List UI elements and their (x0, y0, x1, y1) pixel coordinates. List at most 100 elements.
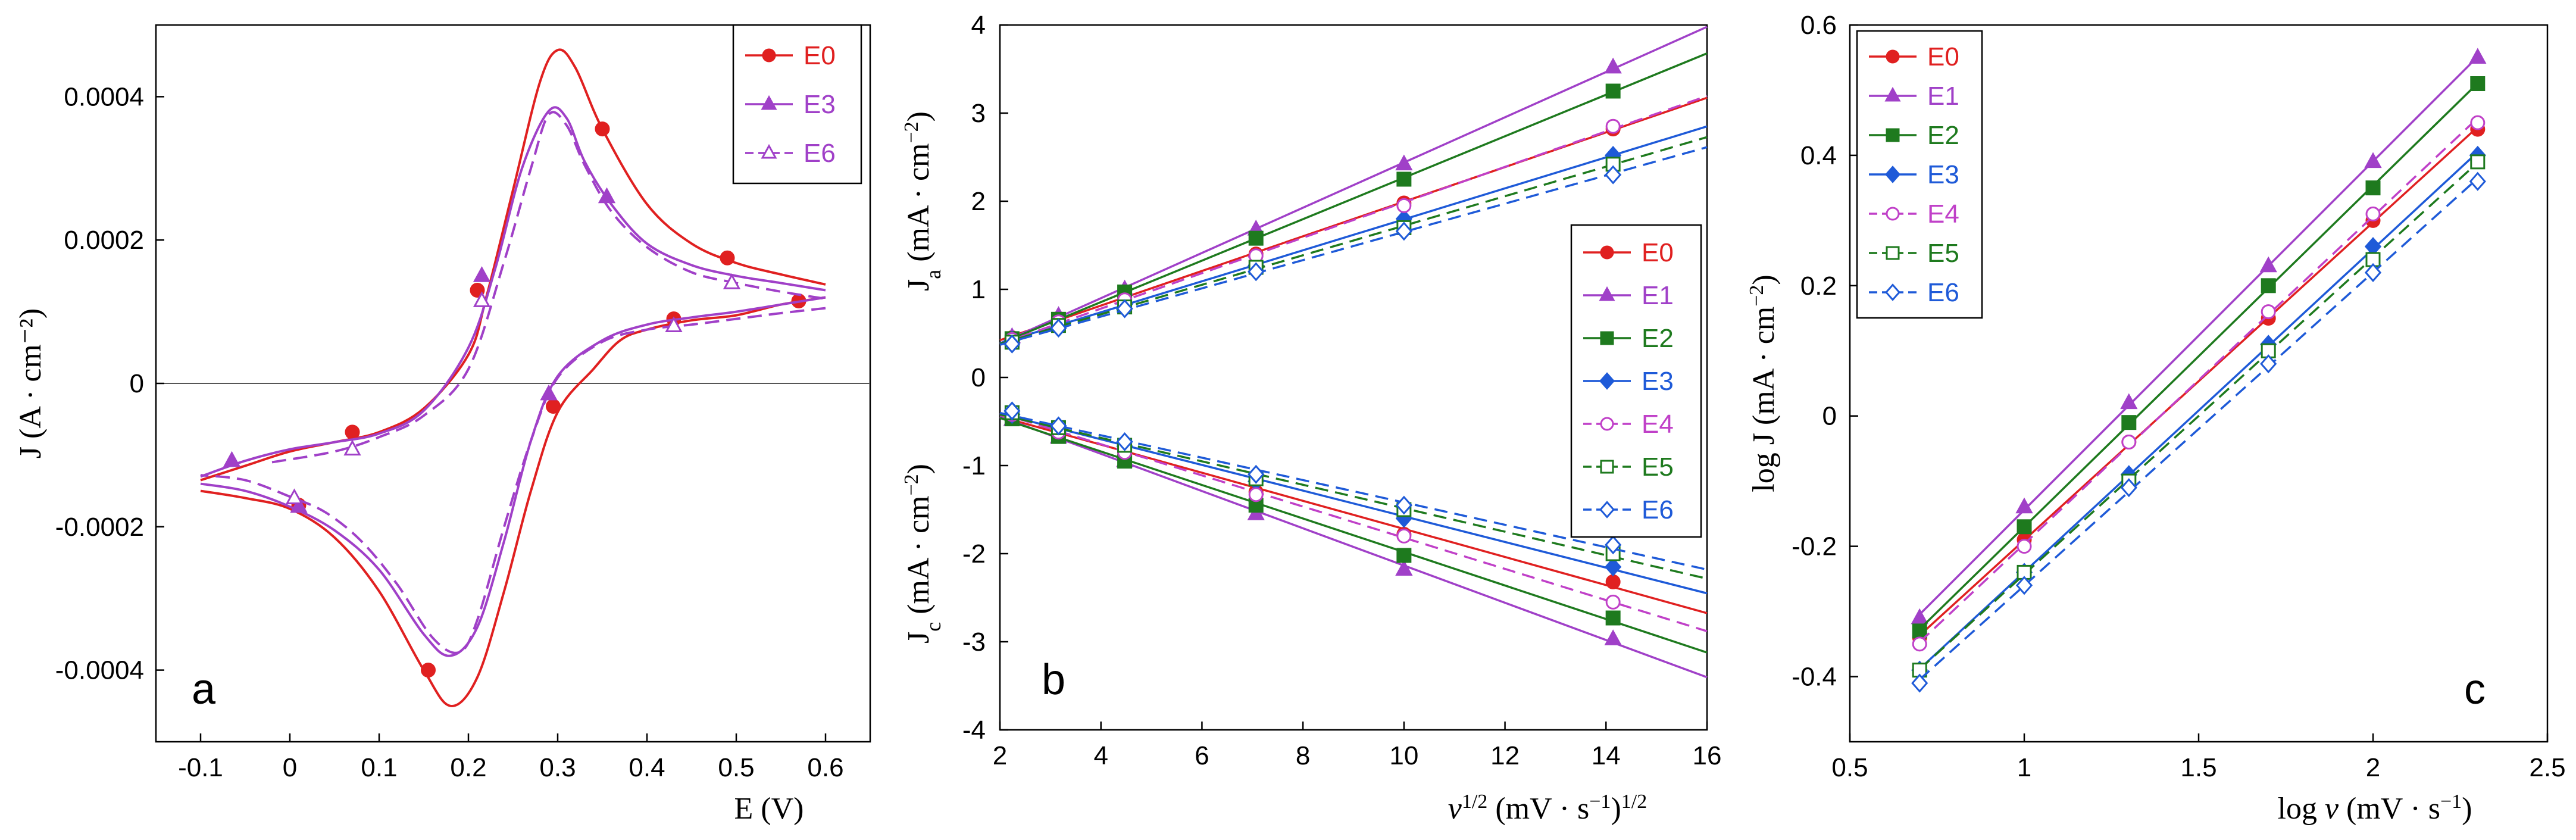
data-point-E6 (2364, 263, 2382, 282)
panel-c-plot: 0.5 1 1.5 2 2.5 -0.4 -0.2 0 0.2 0.4 0.6 log v (mV ·… (1746, 11, 2566, 826)
fit-line-E1 (1918, 56, 2479, 616)
y-tick-label: 0 (971, 363, 986, 392)
curve-reverse-E6 (200, 307, 826, 654)
legend: E0 E3 E6 (732, 24, 862, 185)
x-tick-label: 12 (1490, 741, 1520, 770)
y-tick-label: 1 (971, 275, 986, 304)
x-tick-label: 0.2 (450, 753, 486, 782)
legend-label-E3: E3 (1642, 367, 1674, 396)
y-axis-label-cathodic-mid: (mA · cm (902, 495, 936, 622)
curve-forward-E0 (200, 48, 826, 482)
y-tick-label: -0.4 (1792, 663, 1837, 692)
series-E1 (1911, 48, 2487, 624)
data-point-cathodic-E3 (1605, 557, 1622, 577)
data-point-anodic-E6 (1605, 165, 1622, 185)
panel-letter: b (1042, 656, 1065, 704)
data-point-cathodic-E6 (1395, 495, 1412, 515)
panel-c-log-current-vs-log-scan-rate: 0.5 1 1.5 2 2.5 -0.4 -0.2 0 0.2 0.4 0.6 log v (mV ·… (1732, 0, 2576, 840)
legend-label-E0: E0 (1927, 42, 1959, 71)
x-tick-label: 0.1 (361, 753, 397, 782)
y-axis-label-anodic-j: J (902, 279, 936, 291)
legend-label-E2: E2 (1642, 324, 1674, 353)
panel-a-cyclic-voltammogram: -0.1 0 0.1 0.2 0.3 0.4 0.5 0.6 -0.0004 -0.0002 0 0.… (0, 0, 881, 840)
data-point-cathodic-E1 (1604, 629, 1622, 645)
series-E3 (200, 106, 826, 657)
data-point-cathodic-E0 (1605, 574, 1621, 589)
x-tick-label: 2.5 (2529, 753, 2565, 782)
data-point-anodic-E6 (1003, 334, 1021, 354)
legend-marker-E0 (1600, 245, 1614, 260)
y-axis-label-pre: log J (mA · cm (1747, 307, 1781, 492)
curve-forward-E3 (200, 106, 826, 478)
x-tick-label: 2 (2366, 753, 2380, 782)
data-point-anodic-E2 (1248, 230, 1264, 246)
series-E0 (1912, 121, 2486, 645)
data-point-cathodic-E6 (1116, 432, 1133, 452)
legend-label-E6: E6 (1642, 495, 1674, 524)
data-point-cathodic-E4 (1248, 487, 1264, 502)
x-tick-label: 14 (1592, 741, 1621, 770)
y-axis-label-cathodic: Jc (mA · cm−2) (901, 464, 946, 644)
data-point-anodic-E4 (1396, 198, 1412, 213)
y-axis-label-cathodic-sup: −2 (901, 474, 923, 495)
fit-line-E2 (1918, 82, 2479, 630)
y-axis-label-anodic-sup: −2 (901, 121, 923, 143)
data-point-E6 (2469, 171, 2486, 191)
y-tick-label: 0 (1822, 402, 1837, 431)
x-tick-label: 6 (1195, 741, 1209, 770)
x-tick-label: 1 (2017, 753, 2031, 782)
data-point-anodic-E1 (1395, 154, 1413, 171)
data-point-cathodic-E4 (1605, 594, 1621, 610)
data-point-E1 (2015, 497, 2033, 514)
legend-label-E4: E4 (1642, 410, 1674, 439)
data-point-cathodic-E2 (1605, 610, 1621, 626)
y-axis-label-anodic-sub: a (921, 270, 945, 279)
y-axis-label-anodic-mid: (mA · cm (902, 143, 936, 269)
legend-label-E5: E5 (1642, 452, 1674, 482)
legend-label-E2: E2 (1927, 121, 1959, 150)
x-tick-label: 2 (993, 741, 1007, 770)
legend-marker-E2 (1886, 128, 1900, 142)
x-tick-label: 10 (1389, 741, 1418, 770)
data-point-E4 (2261, 304, 2276, 320)
y-tick-label: -1 (962, 451, 986, 480)
legend-label-E3: E3 (1927, 160, 1959, 189)
data-point-anodic-E6 (1116, 299, 1133, 318)
legend-label-E6: E6 (804, 139, 836, 168)
series-E0 (200, 48, 826, 707)
x-axis-label-close-sup: 1/2 (1621, 791, 1647, 813)
x-tick-label: 16 (1693, 741, 1722, 770)
data-point-cathodic-E6 (1605, 535, 1622, 555)
data-point-E4 (2017, 539, 2032, 554)
x-tick-label: 4 (1093, 741, 1108, 770)
legend-label-E5: E5 (1927, 239, 1959, 268)
data-point-E0 (595, 121, 610, 137)
data-point-cathodic-E1 (1247, 504, 1265, 520)
data-point-anodic-E4 (1605, 118, 1621, 134)
data-point-cathodic-E2 (1396, 548, 1412, 563)
data-point-E0 (546, 399, 561, 414)
fit-line-E5 (1919, 161, 2478, 670)
data-point-E1 (1911, 608, 1928, 624)
x-axis-label-mid: (mV · s (2339, 792, 2440, 826)
series-E6 (1911, 171, 2486, 693)
x-axis-label-close: ) (1611, 792, 1621, 826)
data-point-E6 (473, 291, 491, 307)
data-point-cathodic-E1 (1395, 560, 1413, 576)
data-point-E3 (290, 496, 308, 513)
y-tick-label: 0 (130, 369, 144, 398)
legend-label-E0: E0 (804, 41, 836, 70)
fit-line-anodic-E6 (999, 146, 1708, 346)
legend-label-E4: E4 (1927, 199, 1959, 229)
data-point-E0 (421, 663, 436, 678)
panel-a-plot: -0.1 0 0.1 0.2 0.3 0.4 0.5 0.6 -0.0004 -0.0002 0 0.… (14, 24, 871, 826)
y-tick-label: 0.2 (1800, 271, 1837, 301)
x-tick-label: 0.5 (1831, 753, 1868, 782)
x-axis-label-sup: −1 (2440, 791, 2462, 813)
series-E2 (1912, 76, 2486, 639)
y-tick-label: 2 (971, 187, 986, 216)
x-axis-label-v-sup: 1/2 (1462, 791, 1487, 813)
legend-label-E0: E0 (1642, 238, 1674, 267)
fit-line-E0 (1919, 126, 2478, 636)
data-point-cathodic-E6 (1050, 416, 1067, 436)
